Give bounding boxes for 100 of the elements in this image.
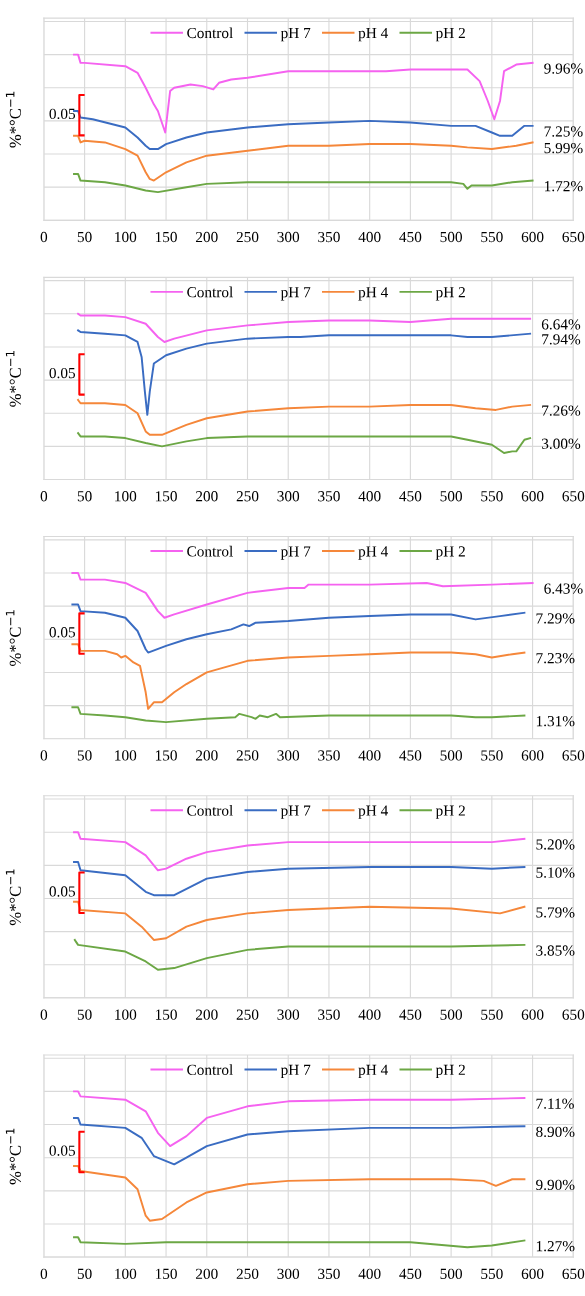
legend-label: pH 7 xyxy=(280,28,311,42)
x-tick-label: 500 xyxy=(440,231,462,243)
annotation: 9.90% xyxy=(536,1179,575,1191)
x-tick-label: 0 xyxy=(40,1009,48,1020)
x-tick-label: 50 xyxy=(77,231,92,243)
x-tick-label: 650 xyxy=(562,491,585,502)
legend-label: Control xyxy=(187,1064,233,1075)
x-tick-label: 100 xyxy=(115,750,137,761)
annotation: 1.27% xyxy=(536,1241,575,1252)
x-tick-label: 350 xyxy=(318,750,340,761)
y-axis-title: %*°C$^{−1}$ xyxy=(5,91,21,148)
legend-label: pH 2 xyxy=(435,287,465,301)
x-tick-label: 300 xyxy=(277,231,300,243)
x-tick-label: 600 xyxy=(521,1009,544,1020)
x-tick-label: 50 xyxy=(77,1268,92,1279)
annotation: 7.11% xyxy=(536,1098,574,1109)
legend-label: pH 7 xyxy=(280,1064,311,1079)
x-tick-label: 650 xyxy=(562,1009,585,1020)
annotation: 0.05 xyxy=(49,367,76,379)
x-tick-label: 50 xyxy=(77,491,92,502)
x-tick-label: 50 xyxy=(77,1009,92,1020)
legend-label: pH 4 xyxy=(358,27,389,42)
x-tick-label: 200 xyxy=(195,750,218,761)
x-tick-label: 450 xyxy=(399,231,422,243)
x-tick-label: 650 xyxy=(562,231,585,243)
x-tick-label: 600 xyxy=(521,491,544,502)
legend-label: pH 4 xyxy=(358,287,389,301)
x-tick-label: 0 xyxy=(40,491,48,502)
x-tick-label: 450 xyxy=(399,1009,422,1020)
x-tick-label: 600 xyxy=(521,750,544,761)
x-tick-label: 600 xyxy=(521,231,544,243)
x-tick-label: 0 xyxy=(40,231,48,243)
x-tick-label: 200 xyxy=(195,1268,218,1279)
x-tick-label: 150 xyxy=(155,1009,177,1020)
x-tick-label: 300 xyxy=(277,750,300,761)
annotation: 7.26% xyxy=(542,405,581,416)
annotation: 8.90% xyxy=(536,1126,575,1138)
annotation: 9.96% xyxy=(544,63,583,74)
x-tick-label: 350 xyxy=(318,1009,340,1020)
x-tick-label: 550 xyxy=(481,231,503,243)
legend-label: pH 2 xyxy=(435,1064,465,1079)
annotation: 6.64% xyxy=(541,319,581,330)
x-tick-label: 550 xyxy=(481,491,503,502)
y-axis-title: %*°C$^{−1}$ xyxy=(5,351,21,407)
annotation: 6.43% xyxy=(544,583,583,594)
x-tick-label: 550 xyxy=(481,1268,503,1279)
x-tick-label: 200 xyxy=(195,231,218,243)
annotation: 0.05 xyxy=(49,886,76,897)
annotation: 0.05 xyxy=(49,627,76,638)
x-tick-label: 50 xyxy=(77,750,92,761)
annotation: 3.00% xyxy=(541,438,581,449)
annotation: 5.20% xyxy=(536,839,575,850)
x-tick-label: 100 xyxy=(115,1268,137,1279)
annotation: 3.85% xyxy=(536,945,575,956)
x-tick-label: 350 xyxy=(318,231,340,243)
annotation: 7.25% xyxy=(544,126,583,137)
annotation: 0.05 xyxy=(49,1145,76,1156)
legend-label: Control xyxy=(187,27,233,39)
x-tick-label: 250 xyxy=(236,1009,259,1020)
x-tick-label: 400 xyxy=(358,231,381,243)
x-tick-label: 0 xyxy=(40,750,48,761)
annotation: 0.05 xyxy=(49,108,76,120)
legend-label: pH 2 xyxy=(435,805,465,819)
annotation: 7.23% xyxy=(536,653,575,664)
y-axis-title: %*°C$^{−1}$ xyxy=(5,1128,21,1185)
legend-label: pH 4 xyxy=(358,546,389,560)
annotation: 5.79% xyxy=(536,907,575,918)
annotation: 5.99% xyxy=(544,142,583,154)
x-tick-label: 450 xyxy=(399,1268,422,1279)
x-tick-label: 150 xyxy=(155,1268,177,1279)
x-tick-label: 350 xyxy=(318,1268,340,1279)
x-tick-label: 500 xyxy=(440,750,462,761)
y-axis-title: %*°C$^{−1}$ xyxy=(5,610,21,666)
x-tick-label: 500 xyxy=(440,491,462,502)
x-tick-label: 300 xyxy=(277,1268,300,1279)
x-tick-label: 350 xyxy=(318,491,340,502)
x-tick-label: 150 xyxy=(155,491,177,502)
x-tick-label: 500 xyxy=(440,1268,462,1279)
x-tick-label: 400 xyxy=(358,750,381,761)
x-tick-label: 400 xyxy=(358,491,381,502)
x-tick-label: 650 xyxy=(562,750,585,761)
legend-label: pH 2 xyxy=(435,27,465,42)
x-tick-label: 200 xyxy=(195,491,218,502)
legend-label: pH 7 xyxy=(280,287,311,301)
x-tick-label: 150 xyxy=(155,231,177,243)
legend-label: pH 4 xyxy=(358,805,389,819)
legend-label: pH 4 xyxy=(358,1064,389,1079)
x-tick-label: 650 xyxy=(562,1268,585,1279)
annotation: 7.29% xyxy=(536,613,575,624)
x-tick-label: 500 xyxy=(440,1009,462,1020)
x-tick-label: 300 xyxy=(277,1009,300,1020)
annotation: 1.72% xyxy=(545,181,583,192)
x-tick-label: 300 xyxy=(277,491,300,502)
x-tick-label: 0 xyxy=(40,1268,48,1279)
legend-label: pH 7 xyxy=(280,805,311,819)
x-tick-label: 450 xyxy=(399,491,422,502)
x-tick-label: 450 xyxy=(399,750,422,761)
x-tick-label: 250 xyxy=(236,231,259,243)
x-tick-label: 100 xyxy=(115,491,137,502)
x-tick-label: 550 xyxy=(481,1009,503,1020)
